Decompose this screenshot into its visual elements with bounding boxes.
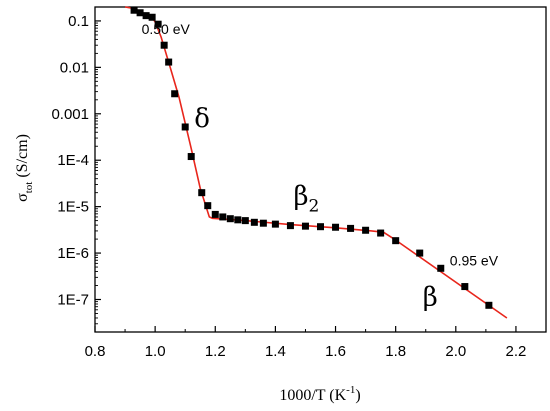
data-point — [148, 13, 156, 21]
data-point — [226, 215, 234, 223]
fit-line — [124, 6, 508, 319]
data-point — [219, 213, 227, 221]
data-point — [211, 210, 219, 218]
data-point-series — [130, 6, 493, 309]
data-point — [416, 249, 424, 257]
data-point — [377, 229, 385, 237]
x-tick-label: 1.0 — [145, 343, 166, 360]
y-tick-label: 0.1 — [68, 13, 89, 30]
data-point — [187, 153, 195, 161]
data-point — [171, 90, 179, 98]
data-point — [241, 217, 249, 225]
data-point — [437, 264, 445, 272]
data-point — [317, 223, 324, 231]
data-point — [160, 41, 168, 49]
y-tick-label: 1E-6 — [57, 245, 89, 262]
x-tick-label: 1.8 — [385, 343, 406, 360]
data-point — [347, 224, 355, 232]
y-tick-label: 0.001 — [51, 106, 89, 123]
annotation-ea-high: 0.95 eV — [450, 252, 499, 268]
y-tick-label: 0.01 — [60, 59, 89, 76]
fit-line-series — [124, 6, 508, 319]
data-point — [332, 223, 340, 231]
data-point — [485, 301, 493, 309]
data-point — [362, 226, 370, 234]
data-point — [250, 218, 258, 226]
data-point — [234, 216, 242, 224]
data-point — [271, 220, 279, 228]
y-tick-label: 1E-7 — [57, 292, 89, 309]
x-tick-label: 2.2 — [506, 343, 527, 360]
data-point — [286, 222, 294, 230]
x-tick-label: 0.8 — [85, 343, 106, 360]
data-point — [154, 20, 162, 28]
x-tick-label: 1.4 — [265, 343, 286, 360]
x-axis-ticks: 0.8 1.0 1.2 1.4 1.6 1.8 2.0 2.2 — [85, 326, 527, 360]
y-tick-label: 1E-5 — [57, 199, 89, 216]
data-point — [198, 189, 206, 197]
x-tick-label: 2.0 — [445, 343, 466, 360]
plot-frame — [94, 6, 547, 333]
data-point — [204, 202, 212, 210]
x-tick-label: 1.2 — [205, 343, 226, 360]
data-point — [142, 12, 150, 20]
annotations: 0.50 eV δ β2 0.95 eV β — [142, 21, 499, 312]
data-point — [301, 222, 309, 230]
annotation-ea-low: 0.50 eV — [142, 21, 191, 37]
annotation-delta: δ — [194, 104, 210, 134]
x-axis-title: 1000/T (K-1) — [279, 384, 360, 404]
y-axis-title: σtot (S/cm) — [14, 134, 35, 202]
data-point — [259, 219, 267, 227]
data-point — [181, 123, 189, 131]
data-point — [392, 237, 400, 245]
data-point — [136, 9, 144, 17]
x-tick-label: 1.6 — [325, 343, 346, 360]
data-point — [461, 283, 469, 291]
data-point — [130, 6, 138, 14]
y-axis-ticks: 0.1 0.01 0.001 1E-4 1E-5 1E-6 1E-7 — [51, 13, 101, 333]
annotation-beta2: β2 — [293, 182, 319, 217]
data-point — [165, 58, 173, 66]
annotation-beta: β — [423, 282, 438, 312]
y-tick-label: 1E-4 — [57, 152, 89, 169]
